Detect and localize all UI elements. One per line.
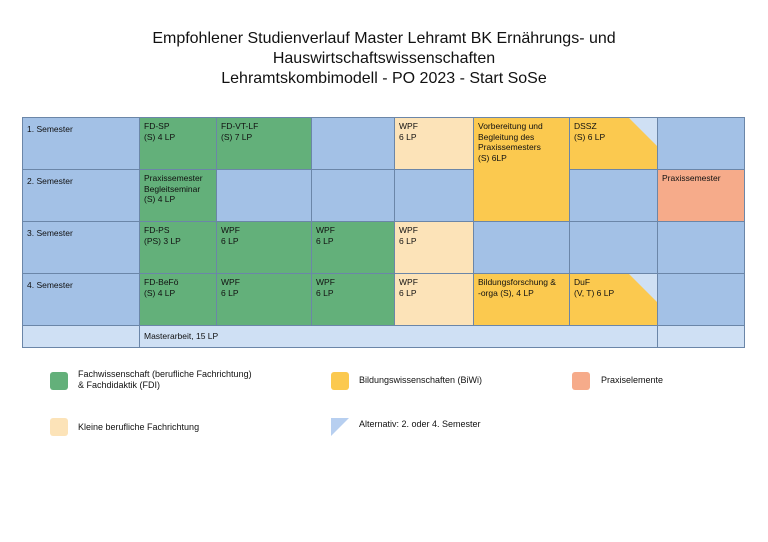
- module-praxissemester: Praxissemester: [657, 169, 745, 222]
- module-masterarbeit: Masterarbeit, 15 LP: [139, 325, 658, 348]
- empty-cell: [216, 169, 312, 222]
- module-wpf: WPF 6 LP: [394, 273, 474, 326]
- empty-cell: [657, 325, 745, 348]
- empty-cell: [569, 221, 658, 274]
- module-praxissemester-begleitseminar: Praxissemester Begleitseminar (S) 4 LP: [139, 169, 217, 222]
- module-duf-label: DuF (V, T) 6 LP: [574, 277, 615, 298]
- module-vorbereitung-praxissemester: Vorbereitung und Begleitung des Praxisse…: [473, 117, 570, 222]
- legend-swatch-praxiselemente: [572, 372, 590, 390]
- empty-cell: [311, 169, 395, 222]
- empty-cell: [657, 221, 745, 274]
- module-fd-vt-lf: FD-VT-LF (S) 7 LP: [216, 117, 312, 170]
- legend-swatch-bildungswissenschaften: [331, 372, 349, 390]
- title-line-1: Empfohlener Studienverlauf Master Lehram…: [152, 30, 616, 47]
- semester-label-4: 4. Semester: [22, 273, 140, 326]
- study-plan-table: 1. Semester 2. Semester 3. Semester 4. S…: [22, 117, 745, 348]
- title-line-2: Hauswirtschaftswissenschaften: [272, 50, 496, 67]
- empty-cell: [657, 117, 745, 170]
- module-wpf: WPF 6 LP: [216, 273, 312, 326]
- legend-swatch-kleine-fachrichtung: [50, 418, 68, 436]
- legend-swatch-fachwissenschaft: [50, 372, 68, 390]
- module-wpf: WPF 6 LP: [311, 273, 395, 326]
- alternative-semester-marker: [629, 118, 657, 146]
- module-dssz: DSSZ (S) 6 LP: [569, 117, 658, 170]
- semester-label-1: 1. Semester: [22, 117, 140, 170]
- module-wpf: WPF 6 LP: [311, 221, 395, 274]
- module-bildungsforschung: Bildungsforschung & -orga (S), 4 LP: [473, 273, 570, 326]
- module-wpf: WPF 6 LP: [394, 117, 474, 170]
- module-fd-ps: FD-PS (PS) 3 LP: [139, 221, 217, 274]
- semester-label-2: 2. Semester: [22, 169, 140, 222]
- empty-cell: [657, 273, 745, 326]
- empty-cell: [569, 169, 658, 222]
- legend-alternativ: Alternativ: 2. oder 4. Semester: [359, 419, 481, 429]
- empty-cell: [473, 221, 570, 274]
- legend-alternative-marker: [331, 418, 349, 436]
- legend-praxiselemente: Praxiselemente: [601, 375, 664, 385]
- legend-fachwissenschaft: Fachwissenschaft (berufliche Fachrichtun…: [78, 369, 252, 390]
- legend-kleine-fachrichtung: Kleine berufliche Fachrichtung: [78, 422, 200, 432]
- module-duf: DuF (V, T) 6 LP: [569, 273, 658, 326]
- empty-cell: [394, 169, 474, 222]
- module-dssz-label: DSSZ (S) 6 LP: [574, 121, 606, 142]
- empty-cell: [311, 117, 395, 170]
- module-wpf: WPF 6 LP: [394, 221, 474, 274]
- module-fd-sp: FD-SP (S) 4 LP: [139, 117, 217, 170]
- title-line-3: Lehramtskombimodell - PO 2023 - Start So…: [221, 70, 547, 87]
- module-fd-befo: FD-BeFö (S) 4 LP: [139, 273, 217, 326]
- alternative-semester-marker: [629, 274, 657, 302]
- semester-label-3: 3. Semester: [22, 221, 140, 274]
- legend-bildungswissenschaften: Bildungswissenschaften (BiWi): [359, 375, 483, 385]
- empty-cell: [22, 325, 140, 348]
- module-wpf: WPF 6 LP: [216, 221, 312, 274]
